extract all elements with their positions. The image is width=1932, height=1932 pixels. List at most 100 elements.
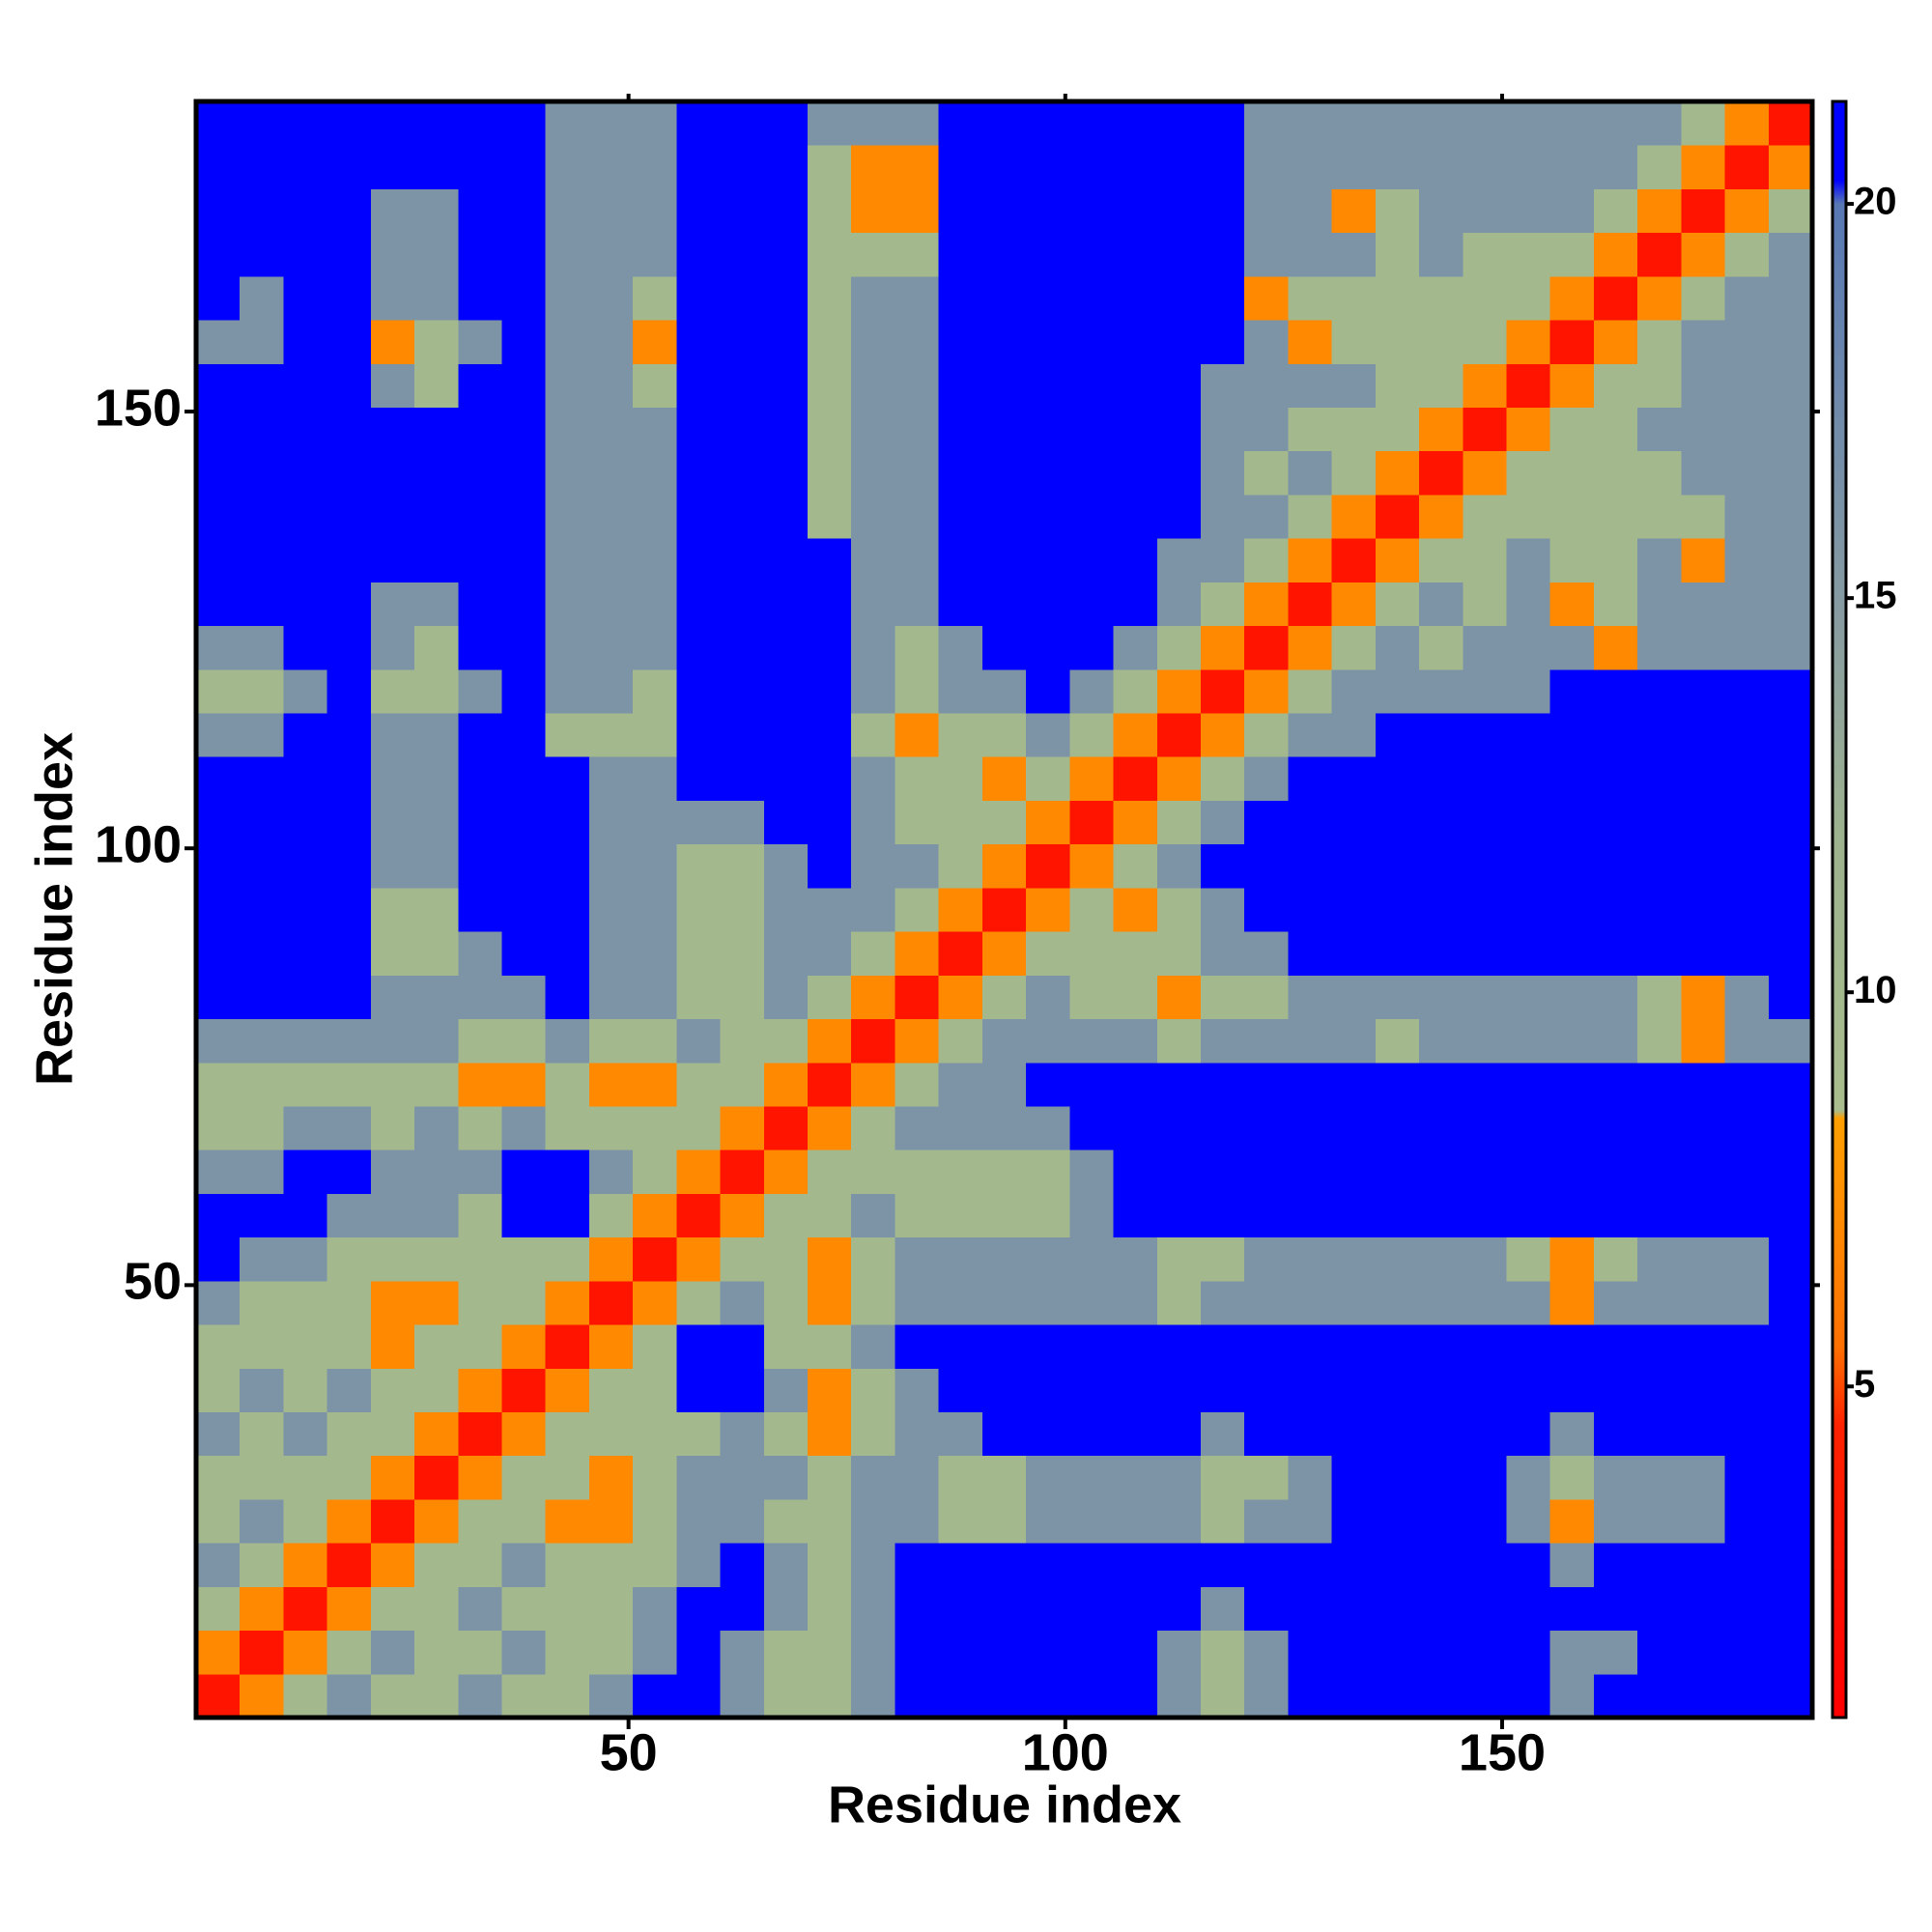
heatmap-cell: [1768, 494, 1813, 539]
heatmap-cell: [981, 1236, 1027, 1282]
heatmap-cell: [196, 843, 241, 889]
heatmap-cell: [327, 1193, 372, 1238]
heatmap-cell: [370, 363, 415, 409]
heatmap-cell: [501, 363, 547, 409]
heatmap-cell: [1069, 1105, 1115, 1151]
heatmap-cell: [895, 1193, 940, 1238]
heatmap-cell: [633, 1673, 677, 1719]
heatmap-cell: [1331, 1236, 1377, 1282]
heatmap-cell: [763, 975, 809, 1020]
heatmap-cell: [808, 582, 852, 627]
heatmap-cell: [1331, 1062, 1377, 1107]
heatmap-cell: [196, 582, 241, 627]
heatmap-cell: [501, 1368, 547, 1412]
heatmap-cell: [1069, 1368, 1115, 1412]
heatmap-cell: [414, 668, 459, 714]
heatmap-cell: [1375, 494, 1420, 539]
heatmap-cell: [414, 1368, 459, 1412]
heatmap-cell: [1156, 1105, 1202, 1151]
heatmap-cell: [808, 800, 852, 845]
heatmap-cell: [938, 1673, 983, 1719]
heatmap-cell: [1200, 275, 1245, 321]
heatmap-cell: [1288, 1105, 1333, 1151]
heatmap-cell: [1375, 101, 1420, 146]
heatmap-cell: [1288, 450, 1333, 496]
heatmap-cell: [458, 275, 503, 321]
heatmap-cell: [1506, 1324, 1551, 1369]
heatmap-cell: [1593, 1586, 1638, 1632]
heatmap-cell: [633, 320, 677, 364]
heatmap-cell: [1069, 363, 1115, 409]
heatmap-cell: [196, 1280, 241, 1325]
heatmap-cell: [1156, 1498, 1202, 1544]
colorbar-tick-label: 10: [1854, 969, 1897, 1011]
heatmap-cell: [588, 101, 634, 146]
heatmap-cell: [1244, 1062, 1289, 1107]
heatmap-cell: [501, 1018, 547, 1064]
heatmap-cell: [370, 538, 415, 582]
heatmap-cell: [1419, 887, 1463, 932]
heatmap-cell: [283, 931, 328, 976]
heatmap-cell: [1200, 931, 1245, 976]
heatmap-cell: [1069, 975, 1115, 1020]
heatmap-cell: [763, 1018, 809, 1064]
heatmap-cell: [1026, 538, 1070, 582]
heatmap-cell: [327, 625, 372, 670]
heatmap-cell: [1768, 1280, 1813, 1325]
heatmap-cell: [720, 1280, 765, 1325]
heatmap-cell: [1113, 320, 1158, 364]
y-tick-label: 50: [124, 1253, 182, 1311]
heatmap-cell: [763, 407, 809, 452]
heatmap-cell: [1244, 494, 1289, 539]
heatmap-cell: [1375, 232, 1420, 277]
heatmap-cell: [501, 1411, 547, 1457]
heatmap-cell: [501, 668, 547, 714]
heatmap-cell: [938, 843, 983, 889]
heatmap-cell: [1244, 320, 1289, 364]
heatmap-cell: [938, 1193, 983, 1238]
heatmap-cell: [1069, 1543, 1115, 1587]
heatmap-cell: [1200, 1630, 1245, 1675]
heatmap-cell: [1244, 625, 1289, 670]
heatmap-cell: [1200, 887, 1245, 932]
heatmap-cell: [676, 407, 722, 452]
heatmap-cell: [763, 1543, 809, 1587]
heatmap-cell: [895, 363, 940, 409]
heatmap-cell: [501, 275, 547, 321]
heatmap-cell: [588, 843, 634, 889]
heatmap-cell: [676, 145, 722, 189]
heatmap-cell: [458, 1150, 503, 1194]
heatmap-cell: [1681, 800, 1726, 845]
heatmap-cell: [1069, 1280, 1115, 1325]
heatmap-cell: [720, 407, 765, 452]
heatmap-cell: [1288, 1630, 1333, 1675]
heatmap-cell: [458, 188, 503, 234]
heatmap-cell: [1419, 756, 1463, 801]
heatmap-cell: [1200, 1150, 1245, 1194]
heatmap-cell: [720, 538, 765, 582]
heatmap-cell: [1331, 582, 1377, 627]
heatmap-cell: [1244, 1411, 1289, 1457]
heatmap-cell: [370, 494, 415, 539]
heatmap-cell: [1593, 1543, 1638, 1587]
heatmap-cell: [1768, 1324, 1813, 1369]
heatmap-cell: [981, 1324, 1027, 1369]
heatmap-cell: [1200, 363, 1245, 409]
heatmap-cell: [370, 975, 415, 1020]
heatmap-cell: [1724, 1280, 1770, 1325]
heatmap-cell: [1506, 625, 1551, 670]
heatmap-cell: [1681, 188, 1726, 234]
heatmap-cell: [458, 931, 503, 976]
heatmap-cell: [676, 1018, 722, 1064]
heatmap-cell: [1768, 1411, 1813, 1457]
heatmap-cell: [633, 450, 677, 496]
heatmap-cell: [1724, 1150, 1770, 1194]
heatmap-cell: [1375, 188, 1420, 234]
heatmap-cell: [851, 931, 895, 976]
heatmap-cell: [763, 931, 809, 976]
heatmap-cell: [1419, 1411, 1463, 1457]
heatmap-cell: [1549, 232, 1595, 277]
heatmap-cell: [720, 1018, 765, 1064]
heatmap-cell: [1463, 887, 1507, 932]
heatmap-cell: [501, 582, 547, 627]
